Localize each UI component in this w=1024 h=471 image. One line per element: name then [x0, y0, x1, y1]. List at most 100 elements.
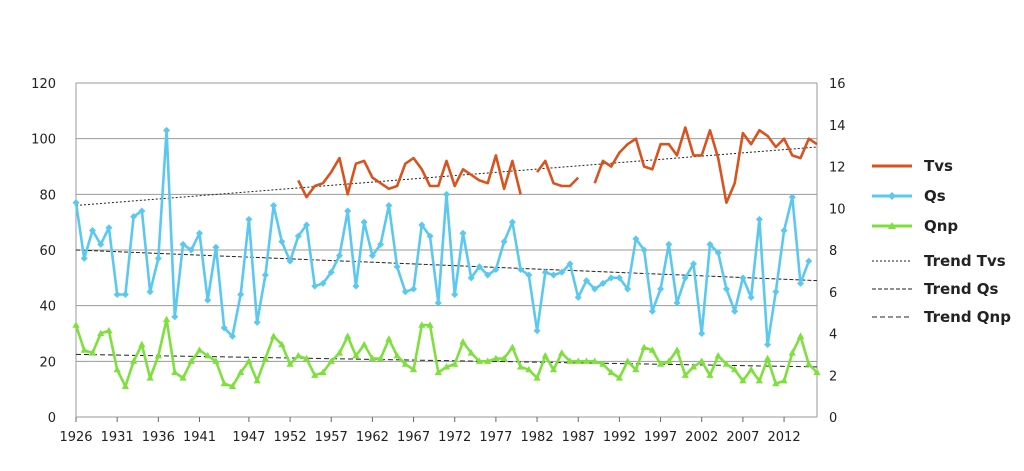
data-point [377, 354, 385, 362]
data-point [179, 240, 187, 248]
data-point [722, 360, 731, 367]
x-tick-label: 2007 [726, 430, 759, 445]
data-point [171, 368, 179, 376]
data-point [220, 379, 228, 387]
data-point [253, 318, 261, 326]
data-point [204, 351, 212, 359]
data-point [245, 215, 253, 223]
data-point [640, 246, 648, 254]
legend: Tvs Qs Qnp Trend Tvs Trend Qs Trend Qnp [872, 157, 1011, 326]
data-point [747, 293, 755, 301]
data-point [72, 199, 80, 207]
data-point [574, 357, 582, 364]
data-point [88, 227, 96, 235]
data-point [352, 351, 360, 359]
series-line-3 [74, 318, 818, 388]
data-point [138, 340, 146, 348]
data-point [591, 357, 599, 364]
data-point [212, 243, 220, 251]
x-tick-label: 1957 [315, 430, 348, 445]
data-point [731, 365, 739, 373]
data-point [261, 271, 269, 279]
data-point [467, 349, 475, 356]
data-point [484, 271, 492, 279]
data-point [533, 374, 541, 381]
data-point [797, 279, 805, 287]
data-point [582, 277, 590, 285]
x-tick-label: 1982 [521, 430, 554, 445]
data-point [517, 265, 525, 273]
x-tick-label: 1936 [142, 430, 175, 445]
left-tick-label: 60 [39, 244, 56, 259]
data-point [368, 252, 376, 260]
left-tick-label: 80 [39, 188, 56, 203]
data-point [541, 268, 549, 276]
data-point [442, 363, 451, 370]
data-point [426, 321, 434, 328]
x-tick-label: 1967 [397, 430, 430, 445]
x-tick-label: 2002 [685, 430, 718, 445]
data-point [80, 346, 88, 353]
data-point [434, 299, 442, 307]
data-point [270, 201, 278, 209]
data-point [805, 360, 813, 367]
data-point [558, 349, 566, 356]
data-point [261, 354, 269, 362]
data-point [130, 357, 138, 364]
data-point [780, 377, 788, 384]
data-point [813, 368, 821, 376]
series-line-1 [297, 126, 818, 204]
data-point [237, 368, 245, 376]
data-point [566, 357, 574, 364]
right-tick-label: 6 [829, 286, 837, 301]
data-point [591, 285, 599, 293]
data-point [517, 363, 525, 370]
data-point [443, 190, 450, 198]
trend-lines [75, 146, 818, 368]
data-point [368, 354, 376, 362]
legend-label: Qnp [924, 217, 958, 235]
data-point [706, 371, 714, 378]
data-point [632, 365, 640, 373]
data-point [196, 229, 203, 237]
data-point [772, 288, 780, 296]
data-point [360, 340, 368, 348]
data-point [187, 246, 195, 254]
data-point [278, 238, 286, 246]
left-tick-label: 20 [39, 355, 56, 370]
series-markers [72, 126, 821, 389]
data-point [270, 332, 278, 339]
data-point [690, 260, 697, 268]
data-point [130, 213, 138, 221]
data-point [327, 268, 335, 276]
data-point [508, 218, 516, 226]
data-point [294, 351, 302, 359]
data-point [80, 254, 88, 262]
data-point [121, 382, 129, 389]
data-point [550, 271, 558, 279]
data-point [105, 224, 113, 232]
legend-label: Trend Tvs [924, 252, 1006, 270]
data-point [426, 232, 434, 240]
data-point [179, 374, 187, 381]
data-point [138, 207, 146, 215]
data-point [549, 365, 558, 373]
data-point [154, 351, 162, 359]
data-point [714, 351, 722, 359]
data-point [500, 354, 508, 362]
data-point [204, 296, 212, 304]
data-point [698, 330, 706, 337]
data-point [805, 257, 813, 265]
x-tick-label: 1997 [644, 430, 677, 445]
data-point [615, 374, 623, 381]
data-point [303, 221, 311, 229]
data-point [739, 377, 747, 384]
data-point [162, 315, 171, 323]
data-point [706, 240, 714, 248]
left-tick-label: 40 [39, 300, 56, 315]
data-point [311, 282, 319, 290]
data-point [451, 360, 459, 367]
data-point [525, 271, 533, 279]
data-point [212, 357, 220, 364]
